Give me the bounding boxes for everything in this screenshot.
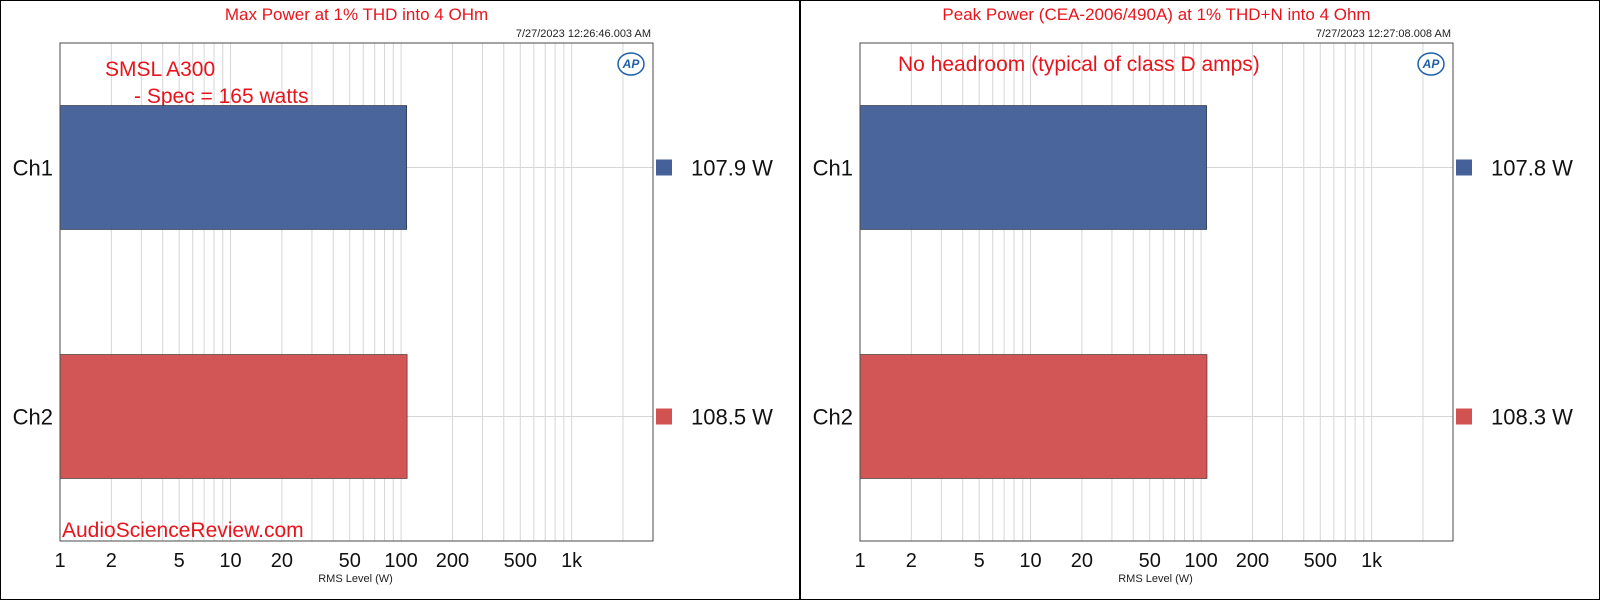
- bar-ch1: [59, 105, 408, 230]
- chart-svg: Max Power at 1% THD into 4 OHm 7/27/2023 …: [13, 5, 774, 585]
- chart-timestamp: 7/27/2023 12:27:08.008 AM: [1316, 28, 1451, 40]
- x-tick-label: 100: [384, 550, 417, 572]
- chart-title: Max Power at 1% THD into 4 OHm: [225, 5, 488, 24]
- x-tick-label: 2: [906, 550, 917, 572]
- x-axis-label: RMS Level (W): [1118, 573, 1193, 585]
- bar-ch2: [59, 354, 408, 479]
- x-tick-label: 10: [1019, 550, 1041, 572]
- x-tick-label: 5: [974, 550, 985, 572]
- x-tick-label: 1: [854, 550, 865, 572]
- chart-panel-peak-power: Peak Power (CEA-2006/490A) at 1% THD+N i…: [800, 0, 1600, 600]
- legend-swatch-ch1: [656, 159, 672, 176]
- bar-ch2: [859, 354, 1208, 479]
- ap-logo-ring: [617, 52, 645, 76]
- chart-title: Peak Power (CEA-2006/490A) at 1% THD+N i…: [942, 5, 1370, 24]
- bar-ch1: [859, 105, 1207, 230]
- legend-swatch-ch2: [1456, 408, 1472, 425]
- annotation: SMSL A300: [105, 58, 215, 81]
- x-tick-label: 20: [271, 550, 293, 572]
- x-tick-label: 2: [106, 550, 117, 572]
- legend-swatch-ch1: [1456, 159, 1472, 176]
- category-label: Ch2: [13, 405, 53, 430]
- x-tick-label: 20: [1071, 550, 1093, 572]
- x-tick-label: 200: [1236, 550, 1269, 572]
- chart-svg: Peak Power (CEA-2006/490A) at 1% THD+N i…: [813, 5, 1574, 585]
- value-label: 108.5 W: [691, 405, 773, 430]
- category-label: Ch2: [813, 405, 853, 430]
- x-axis-label: RMS Level (W): [318, 573, 393, 585]
- x-tick-label: 1k: [561, 550, 583, 572]
- x-tick-label: 500: [504, 550, 537, 572]
- value-label: 107.8 W: [1491, 156, 1573, 181]
- chart-panel-max-power: Max Power at 1% THD into 4 OHm 7/27/2023 …: [0, 0, 800, 600]
- annotation: No headroom (typical of class D amps): [898, 53, 1260, 76]
- x-tick-label: 200: [436, 550, 469, 572]
- x-tick-label: 50: [1139, 550, 1161, 572]
- ap-logo-ring: [1417, 52, 1445, 76]
- category-label: Ch1: [813, 156, 853, 181]
- annotation: - Spec = 165 watts: [134, 85, 309, 108]
- ap-logo: AP: [1417, 52, 1445, 76]
- category-label: Ch1: [13, 156, 53, 181]
- plot-border: [59, 42, 654, 542]
- x-tick-label: 50: [339, 550, 361, 572]
- ap-logo: AP: [617, 52, 645, 76]
- x-tick-label: 1: [54, 550, 65, 572]
- value-label: 107.9 W: [691, 156, 773, 181]
- ap-logo-text: AP: [1422, 57, 1441, 71]
- plot-border: [859, 42, 1454, 542]
- x-tick-label: 500: [1304, 550, 1337, 572]
- chart-timestamp: 7/27/2023 12:26:46.003 AM: [516, 28, 651, 40]
- x-tick-label: 10: [219, 550, 241, 572]
- x-tick-label: 100: [1184, 550, 1217, 572]
- value-label: 108.3 W: [1491, 405, 1573, 430]
- ap-logo-text: AP: [622, 57, 641, 71]
- x-tick-label: 1k: [1361, 550, 1383, 572]
- watermark: AudioScienceReview.com: [62, 519, 304, 542]
- x-tick-label: 5: [174, 550, 185, 572]
- legend-swatch-ch2: [656, 408, 672, 425]
